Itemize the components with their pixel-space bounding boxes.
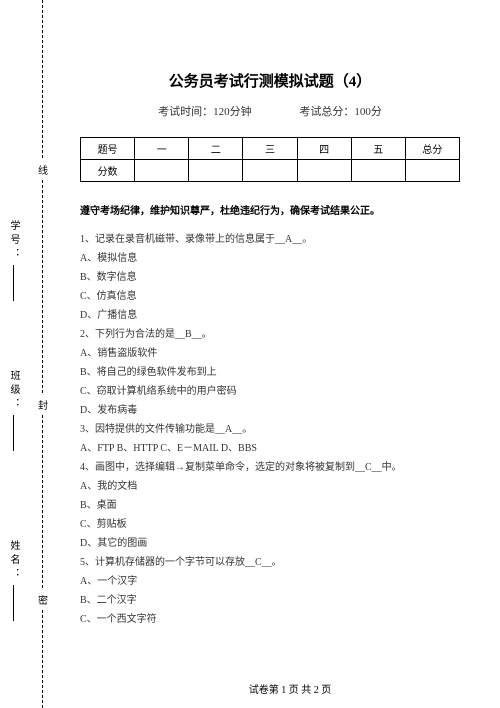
q-line: A、销售盗版软件 xyxy=(80,345,460,363)
q-line: A、FTP B、HTTP C、E－MAIL D、BBS xyxy=(80,440,460,458)
q-line: 4、画图中，选择编辑→复制菜单命令，选定的对象将被复制到__C__中。 xyxy=(80,459,460,477)
binding-sidebar: 姓名： 班级： 学号： 密 封 线 xyxy=(0,0,60,708)
q-line: C、剪贴板 xyxy=(80,516,460,534)
q-line: D、广播信息 xyxy=(80,307,460,325)
th-5: 五 xyxy=(351,138,405,160)
q-line: C、窃取计算机络系统中的用户密码 xyxy=(80,383,460,401)
q-line: C、一个西文字符 xyxy=(80,611,460,629)
score-cell-3 xyxy=(243,160,297,182)
score-cell-2 xyxy=(189,160,243,182)
th-2: 二 xyxy=(189,138,243,160)
seal-char-feng: 封 xyxy=(38,395,48,414)
score-cell-total xyxy=(405,160,459,182)
page-footer: 试卷第 1 页 共 2 页 xyxy=(80,681,500,696)
instruction-text: 遵守考场纪律，维护知识尊严，杜绝违纪行为，确保考试结果公正。 xyxy=(80,202,460,217)
score-table: 题号 一 二 三 四 五 总分 分数 xyxy=(80,137,460,182)
th-3: 三 xyxy=(243,138,297,160)
q-line: D、其它的图画 xyxy=(80,535,460,553)
label-class: 班级： xyxy=(6,370,21,451)
score-cell-4 xyxy=(297,160,351,182)
th-0: 题号 xyxy=(81,138,135,160)
q-line: B、二个汉字 xyxy=(80,592,460,610)
exam-subtitle: 考试时间：120分钟 考试总分：100分 xyxy=(80,103,460,119)
exam-title: 公务员考试行测模拟试题（4） xyxy=(80,70,460,91)
th-4: 四 xyxy=(297,138,351,160)
th-6: 总分 xyxy=(405,138,459,160)
table-header-row: 题号 一 二 三 四 五 总分 xyxy=(81,138,460,160)
q-line: C、仿真信息 xyxy=(80,288,460,306)
q-line: D、发布病毒 xyxy=(80,402,460,420)
q-line: B、将自己的绿色软件发布到上 xyxy=(80,364,460,382)
seal-char-mi: 密 xyxy=(38,590,48,609)
q-line: A、模拟信息 xyxy=(80,250,460,268)
q-line: 3、因特提供的文件传输功能是__A__。 xyxy=(80,421,460,439)
page-content: 公务员考试行测模拟试题（4） 考试时间：120分钟 考试总分：100分 题号 一… xyxy=(60,0,480,708)
q-line: A、一个汉字 xyxy=(80,573,460,591)
q-line: 5、计算机存储器的一个字节可以存放__C__。 xyxy=(80,554,460,572)
th-1: 一 xyxy=(135,138,189,160)
q-line: 1、记录在录音机磁带、录像带上的信息属于__A__。 xyxy=(80,231,460,249)
score-cell-1 xyxy=(135,160,189,182)
q-line: 2、下列行为合法的是__B__。 xyxy=(80,326,460,344)
score-label: 分数 xyxy=(81,160,135,182)
score-cell-5 xyxy=(351,160,405,182)
q-line: B、数字信息 xyxy=(80,269,460,287)
q-line: B、桌面 xyxy=(80,497,460,515)
label-name: 姓名： xyxy=(6,540,21,621)
exam-time: 考试时间：120分钟 xyxy=(158,106,252,118)
table-score-row: 分数 xyxy=(81,160,460,182)
label-student-id: 学号： xyxy=(6,220,21,301)
seal-char-xian: 线 xyxy=(38,160,48,179)
exam-total-score: 考试总分：100分 xyxy=(299,106,382,118)
questions-block: 1、记录在录音机磁带、录像带上的信息属于__A__。 A、模拟信息 B、数字信息… xyxy=(80,231,460,629)
q-line: A、我的文档 xyxy=(80,478,460,496)
